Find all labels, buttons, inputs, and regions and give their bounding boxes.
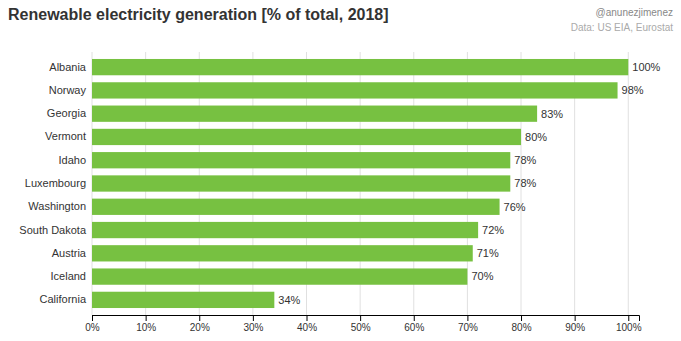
chart: Renewable electricity generation [% of t… — [0, 0, 681, 341]
tick: Austria — [52, 247, 92, 259]
bar — [92, 268, 467, 284]
tick: 0% — [85, 315, 100, 333]
data-label: 78% — [514, 177, 536, 189]
subtitle: Data: US EIA, Eurostat — [571, 22, 673, 33]
tick: 80% — [512, 315, 532, 333]
plot-area: 0% 10% 20% 30% 40% 50% 60% 70% 80% 90% 100% Albania… — [19, 52, 660, 333]
tick-label: 20% — [190, 322, 210, 333]
tick-label: 50% — [351, 322, 371, 333]
tick: 30% — [243, 315, 263, 333]
tick-mark — [628, 315, 629, 321]
tick-mark — [253, 315, 254, 321]
tick-label: 80% — [512, 322, 532, 333]
tick: Washington — [28, 200, 92, 212]
bar — [92, 199, 500, 215]
category-label: Washington — [28, 200, 86, 212]
tick: 50% — [351, 315, 371, 333]
tick-mark — [92, 315, 93, 321]
tick: Georgia — [47, 107, 92, 119]
tick-mark — [521, 315, 522, 321]
bar — [92, 292, 274, 308]
bar — [92, 175, 510, 191]
data-label: 98% — [622, 84, 644, 96]
category-label: Luxembourg — [25, 177, 86, 189]
data-label: 80% — [525, 131, 547, 143]
axis-line — [93, 316, 640, 322]
tick: Vermont — [45, 130, 92, 142]
tick-label: 90% — [565, 322, 585, 333]
category-label: Austria — [52, 247, 87, 259]
tick-mark — [575, 315, 576, 321]
data-label: 34% — [278, 294, 300, 306]
tick: Albania — [49, 61, 92, 73]
data-labels: 100% 98% 83% 80% 78% 78% 76%72% 71% 70% 34% — [278, 61, 660, 306]
tick: South Dakota — [19, 224, 92, 236]
bar — [92, 129, 521, 145]
bar — [92, 82, 618, 98]
tick: California — [40, 293, 92, 305]
tick: 100% — [616, 315, 642, 333]
tick-mark — [467, 315, 468, 321]
title: Renewable electricity generation [% of t… — [8, 6, 389, 23]
bar — [92, 222, 478, 238]
tick-label: 60% — [404, 322, 424, 333]
tick: Iceland — [51, 270, 92, 282]
bars — [92, 59, 628, 308]
category-label: Albania — [49, 61, 87, 73]
y-axis: Albania Norway Georgia Vermont Idaho Luxembou… — [19, 61, 92, 306]
tick-mark — [414, 315, 415, 321]
tick: 70% — [458, 315, 478, 333]
tick-label: 70% — [458, 322, 478, 333]
tick: Idaho — [58, 154, 92, 166]
category-label: California — [40, 293, 87, 305]
data-label: 100% — [632, 61, 660, 73]
tick-mark — [199, 315, 200, 321]
tick-mark — [307, 315, 308, 321]
tick-label: 100% — [616, 322, 642, 333]
data-label: 70% — [471, 270, 493, 282]
bar — [92, 106, 537, 122]
tick-label: 0% — [85, 322, 100, 333]
tick-label: 40% — [297, 322, 317, 333]
tick: Norway — [49, 84, 92, 96]
category-label: Norway — [49, 84, 87, 96]
data-label: 71% — [477, 247, 499, 259]
category-label: Idaho — [58, 154, 86, 166]
bar — [92, 152, 510, 168]
tick-label: 30% — [243, 322, 263, 333]
bar — [92, 245, 473, 261]
bar — [92, 59, 628, 75]
tick: 60% — [404, 315, 424, 333]
tick: 40% — [297, 315, 317, 333]
category-label: South Dakota — [19, 224, 87, 236]
tick: 90% — [565, 315, 585, 333]
data-label: 83% — [541, 108, 563, 120]
subtitle: @anunezjimenez — [596, 7, 673, 18]
x-axis: 0% 10% 20% 30% 40% 50% 60% 70% 80% 90% 100% — [85, 315, 641, 333]
tick: 20% — [190, 315, 210, 333]
tick: 10% — [136, 315, 156, 333]
tick: Luxembourg — [25, 177, 92, 189]
tick-mark — [360, 315, 361, 321]
category-label: Vermont — [45, 130, 86, 142]
data-label: 72% — [482, 224, 504, 236]
grid — [92, 52, 628, 315]
category-label: Georgia — [47, 107, 87, 119]
tick-mark — [146, 315, 147, 321]
tick-label: 10% — [136, 322, 156, 333]
data-label: 78% — [514, 154, 536, 166]
category-label: Iceland — [51, 270, 86, 282]
data-label: 76% — [504, 201, 526, 213]
